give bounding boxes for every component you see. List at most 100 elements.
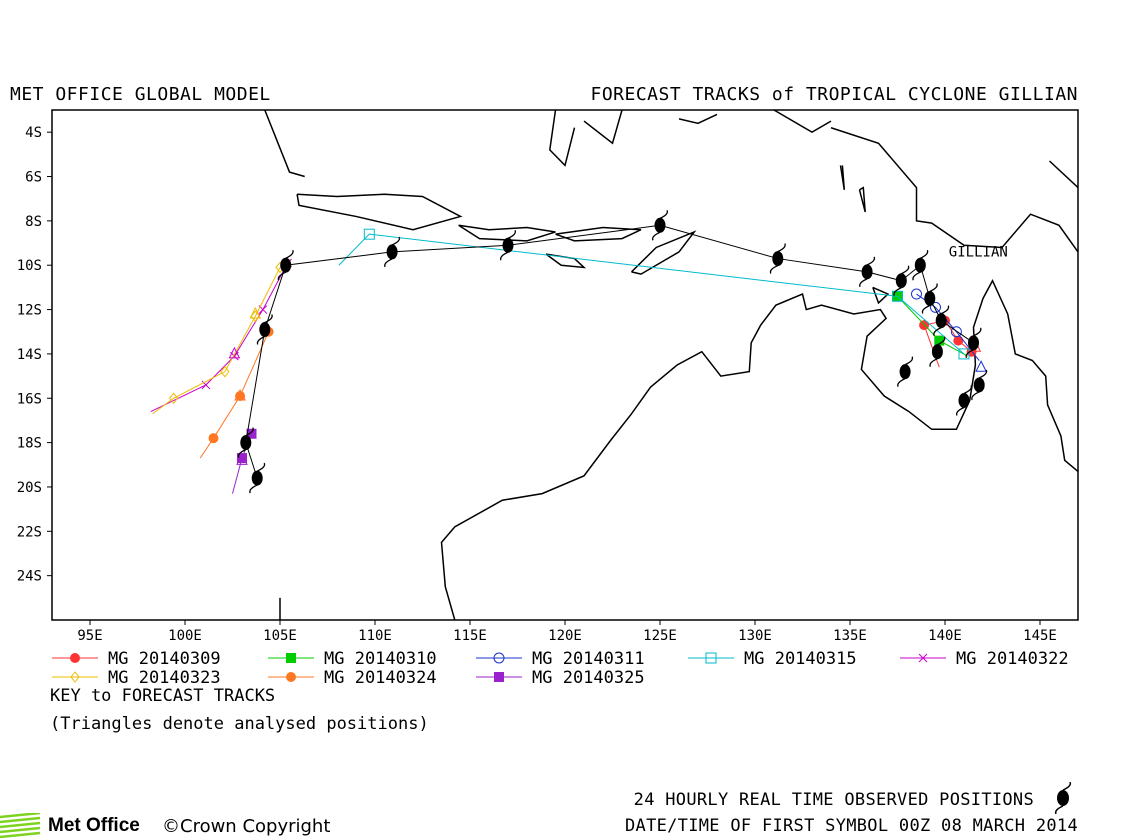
cyclone-symbol-arm [921, 304, 931, 314]
cyclone-symbol-body [502, 237, 514, 253]
lon-tick-label: 95E [77, 628, 102, 644]
cyclone-symbol-body [935, 313, 947, 329]
cyclone-symbol-icon [893, 265, 910, 297]
track-point-2 [911, 288, 922, 300]
cyclone-symbol-icon [956, 385, 972, 416]
cyclone-symbol-body [958, 392, 970, 408]
cyclone-symbol-icon [859, 256, 876, 288]
cyclone-symbol-icon [965, 327, 982, 359]
cyclone-symbol-arm [777, 243, 786, 253]
track-point-6 [208, 433, 219, 444]
cyclone-symbol-icon [249, 462, 266, 494]
coastline-2 [458, 224, 556, 242]
lat-tick-label: 18S [17, 436, 42, 452]
legend-marker [705, 652, 717, 664]
cyclone-symbol-arm [859, 278, 868, 288]
legend-entry: MG 20140309 [52, 649, 221, 669]
legend-label: MG 20140310 [324, 649, 437, 669]
cyclone-symbol-body [931, 344, 943, 360]
cyclone-icon [1054, 782, 1072, 814]
cyclone-symbol-arm [920, 249, 929, 259]
lon-tick-label: 120E [548, 628, 582, 644]
cyclone-symbol-arm [237, 449, 247, 458]
coastline-3 [555, 226, 642, 242]
track-line-6 [199, 331, 270, 459]
lat-tick-label: 20S [17, 480, 42, 496]
track-point-0 [953, 335, 964, 346]
cyclone-symbol-arm [277, 271, 286, 281]
copyright: ©Crown Copyright [162, 816, 331, 837]
lon-tick-label: 110E [358, 628, 392, 644]
track-point-6 [235, 391, 246, 402]
cyclone-symbol-arm [866, 256, 876, 266]
met-office-logo: Met Office [0, 812, 140, 840]
cyclone-symbol-icon [769, 243, 786, 274]
cyclone-symbol-arm [659, 210, 668, 219]
cyclone-symbol-arm [971, 391, 980, 401]
legend-label: MG 20140324 [324, 668, 437, 688]
coastline-10 [830, 127, 1079, 253]
first-symbol-date: DATE/TIME OF FIRST SYMBOL 00Z 08 MARCH 2… [625, 816, 1078, 836]
legend: MG 20140309 MG 20140310 MG 20140311 MG 2014… [52, 649, 1069, 688]
cyclone-symbol-icon [921, 283, 938, 314]
legend-entry: MG 20140315 [688, 649, 857, 669]
cyclone-symbol-icon [897, 356, 914, 387]
cyclone-symbol-icon [256, 314, 273, 345]
legend-label: MG 20140311 [532, 649, 645, 669]
cyclone-symbol-icon [652, 210, 668, 241]
lon-tick-label: 135E [833, 628, 867, 644]
legend-label: MG 20140315 [744, 649, 857, 669]
track-point-3 [892, 290, 903, 302]
cyclone-symbol-arm [933, 327, 942, 336]
legend-marker [70, 671, 80, 683]
cyclone-symbol-body [772, 251, 784, 267]
cyclone-symbol-icon [929, 336, 946, 367]
cyclone-symbol-arm [391, 236, 401, 246]
storm-label: GILLIAN [949, 244, 1008, 260]
cyclone-symbol-arm [929, 358, 938, 367]
cyclone-symbol-icon [384, 236, 401, 268]
cyclone-symbol-arm [897, 378, 906, 387]
legend-marker [286, 653, 296, 663]
lat-tick-label: 4S [25, 125, 42, 141]
track-line-3 [338, 233, 965, 355]
legend-label: MG 20140325 [532, 668, 645, 688]
lon-tick-label: 145E [1023, 628, 1057, 644]
cyclone-symbol-body [280, 257, 292, 273]
cyclone-symbol-body [259, 322, 271, 338]
track-point-1 [934, 335, 945, 346]
legend-entry: MG 20140324 [268, 668, 437, 688]
track-point-3 [958, 348, 970, 360]
key-title: KEY to FORECAST TRACKS [50, 686, 276, 706]
cyclone-symbol-arm [285, 249, 294, 259]
coastline-7 [583, 109, 623, 145]
track-line-0 [923, 320, 972, 368]
lon-tick-label: 115E [453, 628, 487, 644]
coastlines [264, 109, 1079, 621]
cyclone-symbol-arm [652, 231, 661, 241]
cyclone-symbol-arm [256, 462, 266, 472]
key-note: (Triangles denote analysed positions) [50, 714, 429, 734]
track-point-4 [201, 380, 211, 390]
legend-entry: MG 20140323 [52, 668, 221, 688]
cyclone-symbol-arm [384, 258, 393, 268]
cyclone-symbol-body [654, 217, 666, 233]
track-point-2 [930, 301, 941, 313]
map-frame [51, 109, 1079, 621]
coastline-15 [440, 279, 1079, 621]
track-point-3 [363, 228, 375, 240]
legend-marker [493, 652, 505, 664]
observed-track [237, 210, 988, 494]
legend-marker [286, 672, 296, 682]
track-line-4 [150, 262, 289, 413]
cyclone-symbol-arm [963, 385, 972, 395]
analysed-position-triangle [234, 388, 246, 401]
lat-tick-label: 8S [25, 214, 42, 230]
lat-tick-label: 24S [17, 569, 42, 585]
analysed-position-triangle [228, 346, 241, 359]
met-office-logo-text: Met Office [48, 815, 140, 836]
track-point-2 [950, 326, 962, 338]
coastline-16 [872, 286, 890, 305]
coastline-0 [264, 109, 305, 178]
legend-entry: MG 20140310 [268, 649, 437, 669]
